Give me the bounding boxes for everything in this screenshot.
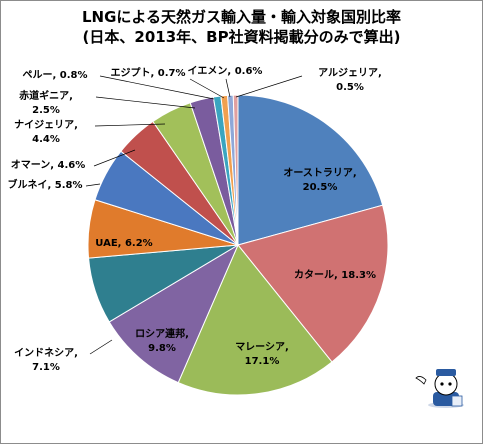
data-label-6: UAE, 6.2%	[95, 238, 152, 249]
data-label-14: アルジェリア, 0.5%	[318, 67, 382, 93]
chart-title: LNGによる天然ガス輸入量・輸入対象国別比率	[82, 8, 401, 26]
leader-line-13	[225, 78, 231, 98]
leader-line-11	[99, 75, 215, 100]
leader-line-10	[95, 96, 196, 109]
leader-line-14	[235, 75, 303, 98]
data-label-10: 赤道ギニア, 2.5%	[19, 89, 73, 116]
data-label-9: ナイジェリア, 4.4%	[14, 119, 78, 145]
leader-line-8	[93, 149, 136, 167]
leader-line-9	[94, 123, 166, 127]
data-label-7: ブルネイ, 5.8%	[7, 178, 82, 191]
leader-line-12	[189, 78, 225, 99]
leader-line-5	[89, 339, 113, 355]
data-label-12: エジプト, 0.7%	[110, 66, 185, 79]
mascot-illustration	[415, 369, 464, 408]
pie-slice-2	[237, 204, 389, 363]
leader-line-7	[85, 183, 101, 187]
data-label-2: カタール, 18.3%	[294, 269, 376, 281]
pie-slice-3	[177, 244, 333, 396]
pie-slice-4	[108, 243, 240, 384]
data-label-4: ロシア連邦, 9.8%	[135, 327, 189, 354]
data-label-13: イエメン, 0.6%	[188, 65, 263, 77]
pie-slice-14	[232, 94, 239, 246]
chart-subtitle: (日本、2013年、BP社資料掲載分のみで算出)	[82, 28, 401, 46]
pie-slice-1	[237, 94, 384, 246]
data-label-11: ペルー, 0.8%	[22, 70, 87, 81]
data-label-8: オマーン, 4.6%	[11, 159, 86, 171]
data-label-1: オーストラリア, 20.5%	[283, 167, 356, 193]
data-label-5: インドネシア, 7.1%	[14, 347, 78, 373]
data-label-3: マレーシア, 17.1%	[235, 341, 289, 367]
